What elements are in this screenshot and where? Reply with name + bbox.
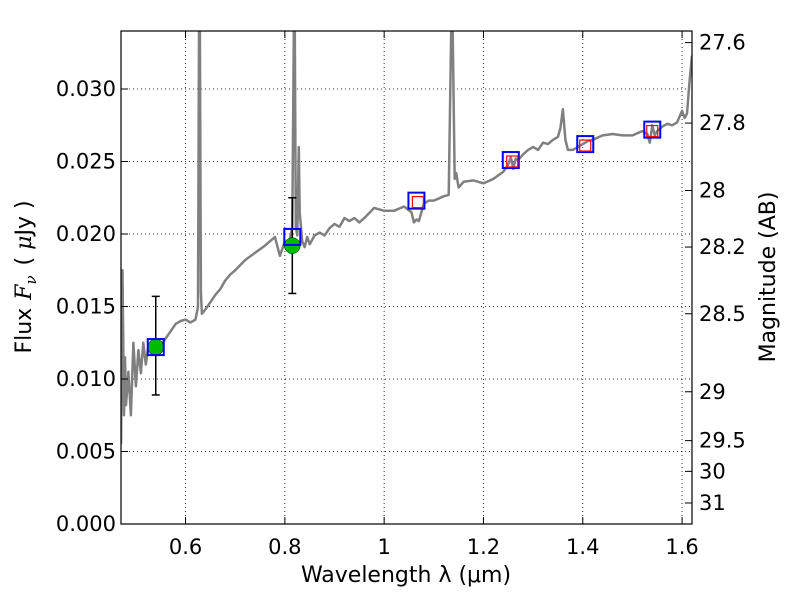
y-axis-label-unit-open: (	[12, 250, 37, 266]
x-tick-label: 1	[377, 535, 390, 559]
y-tick-label: 0.020	[56, 222, 116, 246]
x-tick-label: 1.6	[665, 535, 698, 559]
y-axis-label: Flux Fν ( μJy )	[12, 200, 40, 353]
y2-tick-label: 28	[699, 179, 726, 203]
ticks: 0.6 0.8 1 1.2 1.4 1.6 0.000 0.005 0.010 0.015 0.02…	[56, 31, 746, 559]
y2-tick-label: 31	[699, 491, 726, 515]
y-tick-label: 0.000	[56, 512, 116, 536]
photometry-point	[501, 151, 520, 170]
photometry-point	[576, 135, 595, 154]
x-axis-label: Wavelength λ (μm)	[301, 563, 511, 588]
grid	[121, 31, 692, 525]
y2-tick-label: 29.5	[699, 429, 746, 453]
y-tick-label: 0.005	[56, 440, 116, 464]
y-tick-label: 0.010	[56, 367, 116, 391]
x-tick-label: 0.8	[268, 535, 301, 559]
model-photometry-point	[506, 155, 519, 168]
y-axis-label-unit-rest: Jy )	[12, 200, 37, 237]
y2-tick-label: 29	[699, 380, 726, 404]
y2-tick-label: 30	[699, 459, 726, 483]
photometry-point	[146, 338, 165, 357]
y-axis-label-subscript: ν	[22, 275, 40, 284]
model-photometry-point	[579, 139, 592, 152]
y2-tick-label: 27.8	[699, 111, 746, 135]
y2-tick-label: 27.6	[699, 31, 746, 55]
y-tick-label: 0.025	[56, 150, 116, 174]
x-tick-label: 1.4	[566, 535, 599, 559]
y-tick-label: 0.015	[56, 295, 116, 319]
x-tick-label: 0.6	[169, 535, 202, 559]
photometry-point	[283, 227, 302, 246]
y-axis-label-prefix: Flux	[12, 308, 37, 354]
model-photometry-point	[411, 196, 425, 209]
spectrum-line	[121, 31, 692, 445]
observed-point	[147, 338, 165, 356]
y-axis-label-unit-mu: μ	[12, 236, 37, 250]
y-axis-label-variable: F	[12, 284, 37, 301]
y2-tick-label: 28.2	[699, 235, 746, 259]
y2-axis-label: Magnitude (AB)	[756, 192, 781, 363]
x-tick-label: 1.2	[467, 535, 500, 559]
photometry-point	[643, 120, 662, 139]
model-photometry-point	[646, 124, 659, 138]
spectrum-layer	[121, 31, 692, 445]
plot-frame	[120, 30, 693, 525]
y2-tick-label: 28.5	[699, 302, 746, 326]
marker-layer	[146, 120, 662, 396]
y-tick-label: 0.030	[56, 77, 116, 101]
photometry-point	[407, 191, 426, 210]
